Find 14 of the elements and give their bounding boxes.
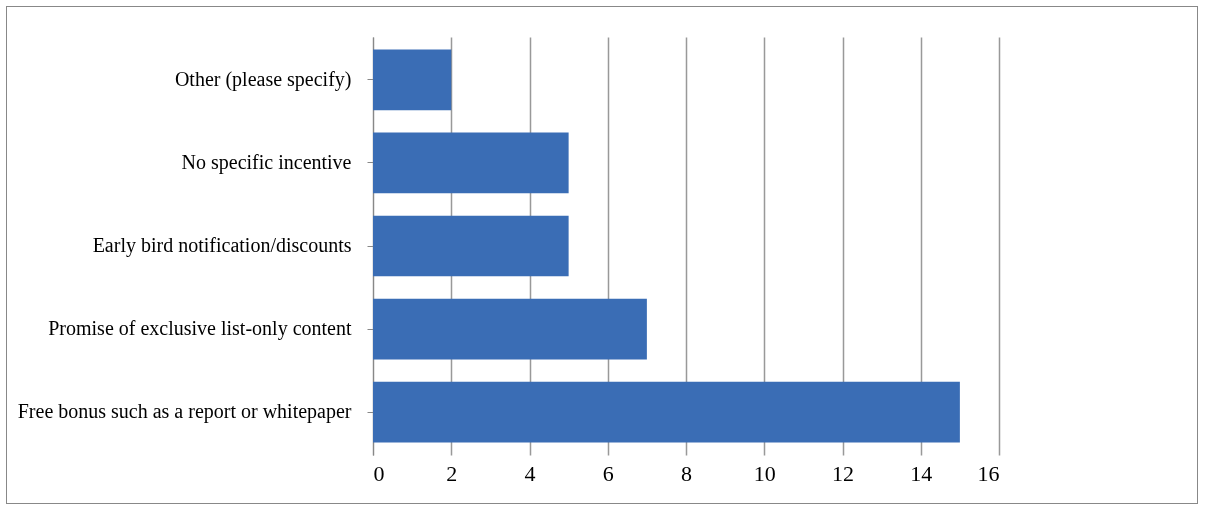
x-tick-label: 14 [910, 460, 933, 486]
x-tick-label: 2 [446, 460, 458, 486]
x-tick-label: 0 [373, 460, 385, 486]
x-tick-label: 10 [753, 460, 776, 486]
x-tick-label: 6 [602, 460, 614, 486]
y-tick-label: Early bird notification/discounts [92, 234, 352, 257]
y-tick-label: Other (please specify) [174, 67, 352, 91]
y-tick-label: Free bonus such as a report or whitepaper [17, 400, 352, 424]
x-tick-label: 16 [977, 460, 1000, 486]
y-tick-label: Promise of exclusive list-only content [48, 317, 352, 341]
x-tick-label: 8 [681, 460, 692, 486]
x-tick-label: 4 [524, 460, 536, 486]
x-tick-label: 12 [832, 460, 854, 486]
y-tick-label: No specific incentive [181, 150, 352, 174]
